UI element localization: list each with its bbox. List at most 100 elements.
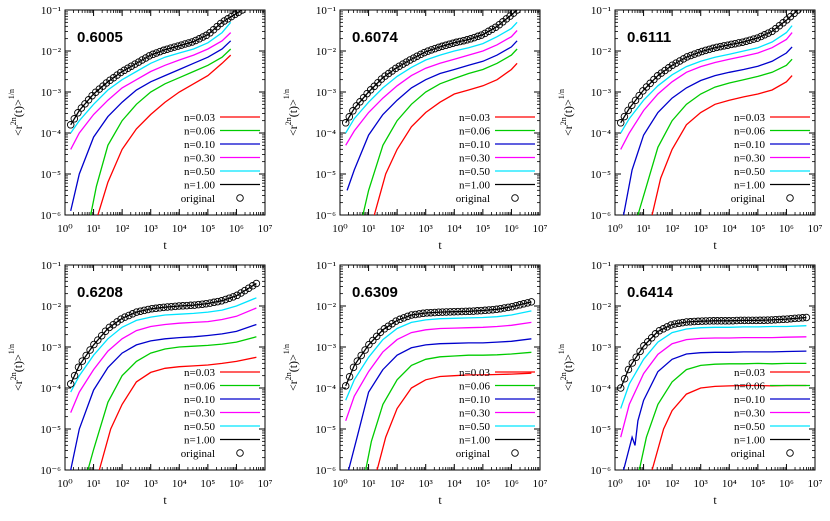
original-marker — [477, 31, 486, 39]
legend-label: n=0.03 — [184, 367, 215, 379]
x-tick-label: 10⁶ — [779, 478, 794, 490]
original-marker — [241, 286, 249, 295]
original-marker — [496, 304, 505, 313]
original-marker — [210, 298, 218, 307]
original-marker — [624, 106, 632, 115]
original-marker — [466, 35, 475, 43]
series-line-n=0.10 — [70, 323, 257, 470]
original-marker — [424, 47, 432, 55]
original-marker — [744, 316, 753, 325]
legend-marker — [511, 449, 519, 457]
original-marker — [163, 45, 171, 53]
original-marker — [702, 317, 710, 325]
chart-panel-4: 10⁰ 10¹ 10² 10³ 10⁴ 10⁵ 10⁶ 10⁷ 10⁻⁶ 10⁻⁵ 10⁻⁴ 10⁻³… — [7, 260, 273, 507]
original-marker — [156, 47, 164, 56]
original-marker — [716, 42, 725, 51]
original-marker — [760, 31, 769, 39]
legend-label: n=1.00 — [184, 435, 215, 447]
panel-title: 0.6208 — [77, 284, 123, 301]
y-tick-label: 10⁻¹ — [316, 5, 336, 17]
x-tick-label: 10⁶ — [229, 223, 244, 235]
x-tick-label: 10³ — [694, 223, 709, 235]
original-marker — [733, 316, 741, 325]
original-marker — [184, 39, 193, 47]
original-marker — [687, 51, 695, 60]
original-marker — [753, 34, 762, 42]
y-tick-label: 10⁻¹ — [41, 5, 61, 17]
y-tick-label: 10⁻⁴ — [590, 383, 611, 395]
x-tick-label: 10⁰ — [607, 223, 623, 235]
legend-label: n=0.10 — [459, 394, 490, 406]
original-marker — [202, 299, 210, 308]
series-line-n=0.50 — [620, 325, 807, 409]
legend-label: original — [181, 193, 215, 205]
original-marker — [78, 357, 87, 365]
x-axis-label: t — [163, 493, 167, 507]
original-marker — [220, 17, 229, 25]
original-marker — [682, 318, 691, 326]
y-tick-label: 10⁻³ — [41, 342, 62, 354]
original-marker — [391, 64, 400, 73]
legend-label: n=0.50 — [734, 421, 765, 433]
original-marker — [631, 96, 640, 105]
original-marker — [442, 308, 451, 316]
original-marker — [167, 302, 176, 311]
original-marker — [694, 317, 702, 326]
y-tick-label: 10⁻⁵ — [315, 424, 336, 436]
plot-area — [66, 10, 246, 215]
series-line-n=0.06 — [87, 336, 257, 470]
original-marker — [233, 291, 241, 300]
x-tick-label: 10⁵ — [200, 478, 215, 490]
plot-area — [341, 298, 536, 470]
original-marker — [752, 316, 760, 325]
y-axis-label: <r2n(t)>1/n — [282, 89, 300, 136]
original-marker — [798, 314, 807, 322]
legend-label: n=0.30 — [734, 153, 765, 165]
original-marker — [349, 363, 358, 372]
original-marker — [341, 119, 350, 127]
original-marker — [746, 36, 754, 44]
original-marker — [445, 40, 454, 48]
series-line-n=1.00 — [70, 10, 243, 126]
original-marker — [698, 317, 706, 325]
original-marker — [434, 308, 443, 316]
x-tick-label: 10⁷ — [808, 223, 823, 235]
original-marker — [485, 306, 493, 314]
x-tick-label: 10⁰ — [332, 223, 348, 235]
x-tick-label: 10² — [115, 223, 130, 235]
y-axis-label: <r2n(t)>1/n — [282, 344, 300, 391]
original-marker — [675, 319, 683, 328]
x-tick-label: 10⁶ — [229, 478, 244, 490]
x-tick-label: 10⁴ — [722, 223, 737, 235]
original-marker — [771, 315, 780, 324]
original-marker — [345, 113, 354, 121]
original-marker — [171, 302, 179, 311]
original-marker — [644, 338, 652, 346]
original-marker — [628, 101, 636, 109]
chart-panel-3: 10⁰ 10¹ 10² 10³ 10⁴ 10⁵ 10⁶ 10⁷ 10⁻⁶ 10⁻⁵ 10⁻⁴ 10⁻³… — [557, 5, 823, 252]
x-tick-label: 10⁶ — [504, 223, 519, 235]
original-marker — [70, 115, 79, 123]
original-marker — [481, 29, 489, 38]
original-marker — [791, 314, 799, 323]
legend-label: n=0.10 — [459, 139, 490, 151]
original-marker — [402, 58, 411, 66]
original-marker — [66, 380, 75, 388]
series-line-n=0.10 — [347, 338, 532, 470]
original-marker — [148, 304, 156, 313]
original-marker — [620, 112, 629, 121]
y-tick-label: 10⁻³ — [591, 342, 612, 354]
original-marker — [620, 374, 629, 383]
original-marker — [794, 10, 802, 14]
original-marker — [712, 43, 721, 52]
y-axis-label: <r2n(t)>1/n — [7, 344, 25, 391]
y-axis-label: <r2n(t)>1/n — [557, 89, 575, 136]
legend-label: n=0.06 — [734, 381, 765, 393]
original-marker — [159, 303, 168, 312]
original-marker — [636, 347, 644, 356]
panel-title: 0.6111 — [627, 29, 671, 46]
original-marker — [101, 327, 110, 335]
original-marker — [125, 311, 133, 320]
y-tick-label: 10⁻⁴ — [315, 383, 336, 395]
original-marker — [407, 311, 416, 319]
